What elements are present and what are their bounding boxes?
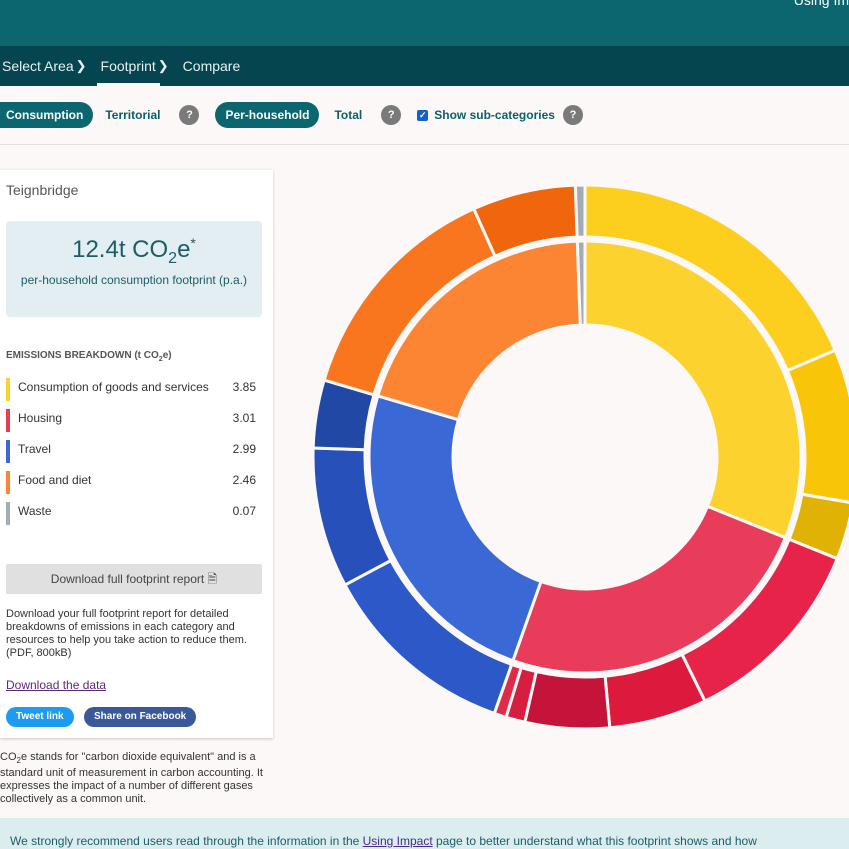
footnote-sub: 2 <box>16 756 21 766</box>
category-label: Consumption of goods and services <box>18 380 209 394</box>
breakdown-row: Housing 3.01 <box>6 409 262 432</box>
banner-text-end: page to better understand what this foot… <box>432 834 757 848</box>
footnote-co: CO <box>0 751 17 763</box>
headline-box: 12.4t CO2e* per-household consumption fo… <box>6 221 262 317</box>
category-value: 2.46 <box>232 473 256 487</box>
inner-segment[interactable] <box>575 239 587 327</box>
file-icon: 🗎 <box>207 572 218 586</box>
crumb-select-area[interactable]: Select Area <box>2 58 74 74</box>
inner-segment[interactable] <box>367 394 543 663</box>
tweet-button[interactable]: Tweet link <box>6 707 74 727</box>
breakdown-title: EMISSIONS BREAKDOWN (t CO2e) <box>6 350 172 363</box>
outer-subcategory-segment[interactable] <box>523 670 612 731</box>
facebook-share-button[interactable]: Share on Facebook <box>84 707 197 727</box>
footprint-sunburst-chart <box>311 183 849 731</box>
headline-number: 12.4t CO <box>72 236 169 263</box>
report-description: Download your full footprint report for … <box>6 608 247 659</box>
per-household-toggle[interactable]: Per-household <box>215 102 320 128</box>
outer-subcategory-segment[interactable] <box>573 183 587 239</box>
show-sub-categories-label[interactable]: Show sub-categories <box>434 108 555 122</box>
footprint-panel: Teignbridge 12.4t CO2e* per-household co… <box>0 170 273 738</box>
headline-description: per-household consumption footprint (p.a… <box>20 272 248 287</box>
show-sub-categories-checkbox[interactable]: ✓ <box>417 109 429 121</box>
category-label: Housing <box>18 411 63 425</box>
category-value: 3.85 <box>232 380 256 394</box>
download-report-button[interactable]: Download full footprint report 🗎 <box>6 564 262 594</box>
breakdown-row: Travel 2.99 <box>6 440 262 463</box>
breakdown-title-text: EMISSIONS BREAKDOWN (t CO <box>6 350 159 361</box>
help-icon[interactable]: ? <box>179 105 200 125</box>
consumption-toggle[interactable]: Consumption <box>0 102 94 128</box>
total-toggle[interactable]: Total <box>334 108 363 122</box>
info-banner: We strongly recommend users read through… <box>0 818 849 849</box>
chevron-right-icon: ❯ <box>75 58 87 73</box>
category-value: 2.99 <box>232 442 256 456</box>
divider <box>0 144 849 145</box>
banner-text: We strongly recommend users read through… <box>10 834 363 848</box>
help-icon[interactable]: ? <box>562 105 583 125</box>
category-label: Food and diet <box>18 473 92 487</box>
help-icon[interactable]: ? <box>381 105 402 125</box>
breakdown-end: e) <box>162 350 172 361</box>
using-impact-link[interactable]: Using Impact <box>362 834 433 848</box>
headline-value: 12.4t CO2e* <box>6 235 262 268</box>
download-data-link[interactable]: Download the data <box>6 678 107 692</box>
footnote-text: e stands for "carbon dioxide equivalent"… <box>0 751 263 806</box>
breakdown-list: Consumption of goods and services 3.85 Hou… <box>6 378 262 533</box>
headline-star: * <box>190 235 196 251</box>
breadcrumb: Select Area ❯ Footprint ❯ Compare <box>0 46 849 86</box>
download-report-label: Download full footprint report <box>50 572 205 586</box>
using-impact-link[interactable]: Using Im <box>793 0 849 8</box>
crumb-footprint[interactable]: Footprint <box>96 46 161 86</box>
inner-segment[interactable] <box>511 504 787 675</box>
options-bar: Consumption Territorial ? Per-household … <box>0 102 583 128</box>
co2e-footnote: CO2e stands for "carbon dioxide equivale… <box>0 751 280 806</box>
breakdown-row: Consumption of goods and services 3.85 <box>6 378 262 401</box>
breakdown-sub: 2 <box>158 356 163 363</box>
category-label: Waste <box>18 504 52 518</box>
chevron-right-icon: ❯ <box>157 58 169 73</box>
headline-suffix: e <box>177 236 191 263</box>
inner-segment[interactable] <box>376 239 582 422</box>
category-value: 0.07 <box>232 504 256 518</box>
area-name: Teignbridge <box>6 182 79 198</box>
crumb-compare[interactable]: Compare <box>182 58 241 74</box>
breakdown-row: Waste 0.07 <box>6 502 262 525</box>
territorial-toggle[interactable]: Territorial <box>105 108 161 122</box>
inner-segment[interactable] <box>583 239 803 540</box>
site-header: Using Im <box>0 0 849 46</box>
category-label: Travel <box>18 442 51 456</box>
breakdown-row: Food and diet 2.46 <box>6 471 262 494</box>
headline-sub: 2 <box>168 249 178 267</box>
category-value: 3.01 <box>232 411 256 425</box>
